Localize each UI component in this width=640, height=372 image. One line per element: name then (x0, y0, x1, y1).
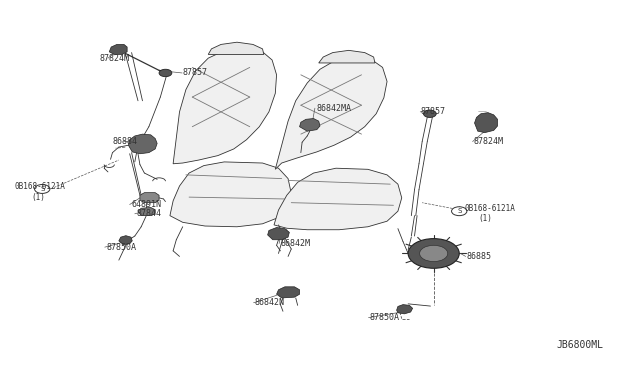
Text: 86842N: 86842N (255, 298, 285, 307)
Text: (1): (1) (478, 214, 492, 223)
Polygon shape (170, 162, 291, 227)
Polygon shape (119, 235, 132, 244)
Text: S: S (457, 208, 461, 214)
Circle shape (159, 69, 172, 77)
Text: 87857: 87857 (421, 108, 446, 116)
Text: 86884: 86884 (113, 137, 138, 146)
Circle shape (408, 238, 460, 268)
Polygon shape (129, 134, 157, 154)
Text: (1): (1) (31, 193, 45, 202)
Text: 87857: 87857 (182, 68, 208, 77)
Text: 64891N: 64891N (132, 200, 162, 209)
Circle shape (424, 110, 436, 118)
Text: 87844: 87844 (136, 209, 161, 218)
Circle shape (452, 207, 467, 216)
Polygon shape (397, 305, 413, 314)
Polygon shape (268, 228, 289, 240)
Text: 87824M: 87824M (100, 54, 130, 62)
Circle shape (35, 185, 50, 193)
Text: JB6800ML: JB6800ML (556, 340, 604, 350)
Text: S: S (40, 186, 44, 192)
Text: 86842M: 86842M (280, 239, 310, 248)
Text: 86885: 86885 (467, 252, 492, 261)
Text: 0B168-6121A: 0B168-6121A (15, 182, 66, 190)
Text: 0B168-6121A: 0B168-6121A (465, 204, 515, 213)
Text: 86842MA: 86842MA (317, 104, 352, 113)
Polygon shape (300, 119, 320, 131)
Text: 87824M: 87824M (473, 137, 503, 146)
Polygon shape (274, 168, 402, 230)
Polygon shape (474, 113, 497, 133)
Polygon shape (275, 56, 387, 169)
Circle shape (420, 245, 448, 262)
Polygon shape (109, 44, 127, 54)
Text: 87850A: 87850A (106, 243, 136, 251)
Polygon shape (208, 42, 264, 54)
Polygon shape (138, 208, 156, 216)
Polygon shape (140, 193, 159, 203)
Polygon shape (173, 47, 276, 164)
Polygon shape (319, 50, 375, 63)
Polygon shape (276, 287, 300, 298)
Text: 87850A: 87850A (370, 313, 400, 322)
